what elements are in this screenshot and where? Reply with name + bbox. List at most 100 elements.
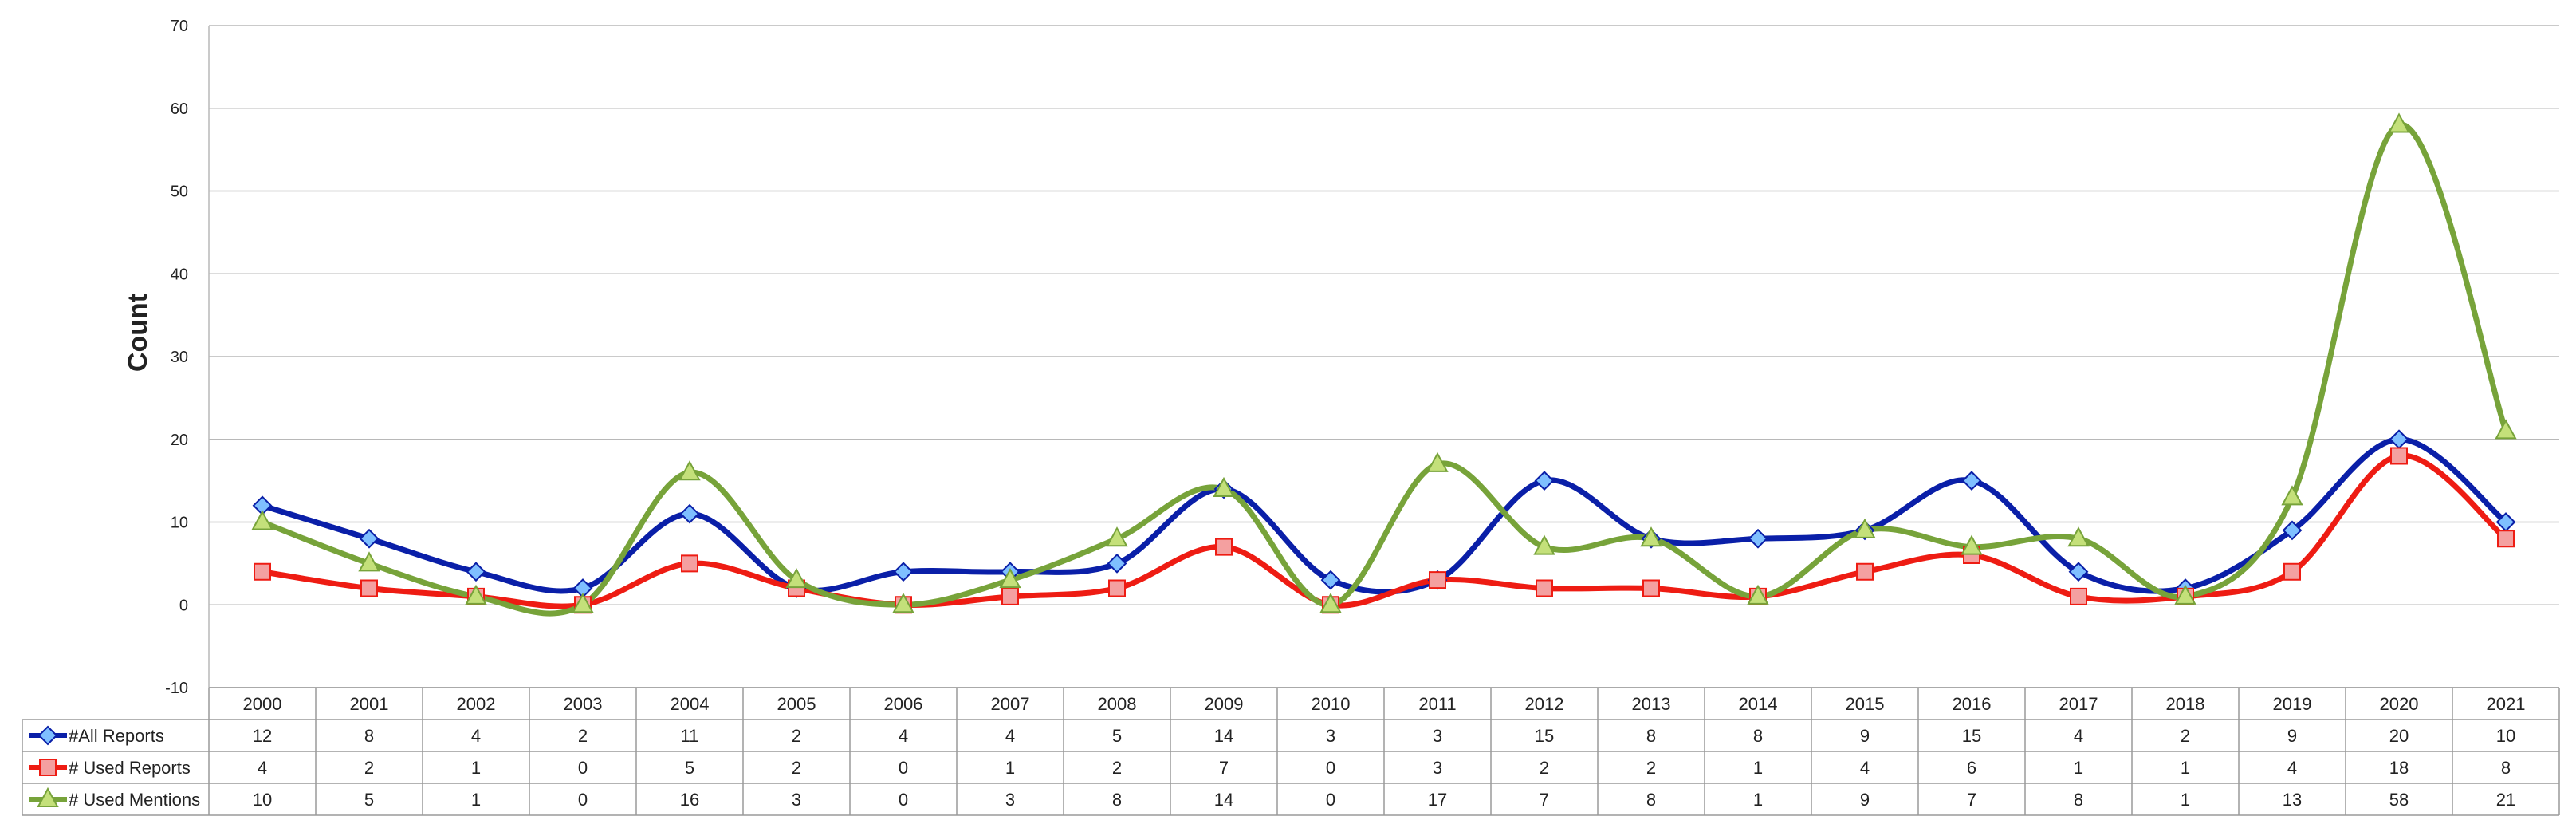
x-tick-label: 2013 (1632, 694, 1671, 714)
table-cell-used-mentions: 8 (1112, 790, 1122, 810)
table-cell-all-reports: 8 (364, 726, 374, 746)
point-all-reports (1534, 471, 1555, 491)
point-all-reports (1107, 553, 1127, 574)
table-cell-all-reports: 3 (1433, 726, 1442, 746)
point-used-mentions (1854, 518, 1876, 538)
point-used-mentions (999, 568, 1021, 589)
x-tick-label: 2001 (350, 694, 389, 714)
x-tick-label: 2003 (564, 694, 603, 714)
table-cell-used-mentions: 17 (1428, 790, 1447, 810)
table-cell-all-reports: 2 (792, 726, 801, 746)
table-cell-used-reports: 7 (1219, 758, 1229, 778)
data-table: 2000 2001 2002 2003 2004 2005 2006 2007 2008 2009… (22, 687, 2560, 816)
table-cell-used-reports: 2 (1540, 758, 1549, 778)
table-cell-all-reports: 5 (1112, 726, 1122, 746)
point-used-mentions (2495, 419, 2517, 440)
point-used-mentions (1426, 451, 1449, 472)
table-cell-used-mentions: 16 (680, 790, 699, 810)
point-all-reports (2389, 429, 2409, 450)
point-all-reports (679, 503, 700, 524)
table-cell-used-reports: 2 (1646, 758, 1656, 778)
table-cell-all-reports: 4 (471, 726, 481, 746)
point-used-mentions (2174, 584, 2196, 605)
table-cell-used-mentions: 1 (471, 790, 481, 810)
series-line-all-reports (259, 436, 2509, 595)
point-used-reports (360, 579, 378, 597)
table-cell-all-reports: 4 (1005, 726, 1015, 746)
point-all-reports (1320, 570, 1341, 590)
y-tick-label: 50 (171, 183, 188, 201)
table-cell-used-reports: 0 (899, 758, 908, 778)
point-all-reports (466, 562, 486, 582)
table-cell-used-reports: 4 (1860, 758, 1870, 778)
point-used-mentions (1213, 476, 1235, 497)
point-used-mentions (251, 510, 273, 530)
table-cell-used-reports: 0 (578, 758, 588, 778)
point-all-reports (893, 562, 914, 582)
point-used-mentions (785, 568, 808, 589)
x-tick-label: 2011 (1418, 694, 1456, 714)
y-tick-label: 60 (171, 101, 188, 118)
table-cell-used-reports: 1 (1005, 758, 1015, 778)
y-tick-label: 10 (171, 515, 188, 532)
point-all-reports (2282, 520, 2303, 541)
table-cell-used-mentions: 3 (1005, 790, 1015, 810)
table-cell-used-mentions: 5 (364, 790, 374, 810)
table-cell-all-reports: 2 (2181, 726, 2190, 746)
point-all-reports (359, 528, 380, 549)
x-tick-label: 2010 (1312, 694, 1351, 714)
x-tick-label: 2009 (1205, 694, 1244, 714)
point-used-reports (2497, 530, 2515, 548)
point-used-reports (1001, 587, 1019, 605)
table-cell-used-reports: 4 (2287, 758, 2297, 778)
x-tick-label: 2014 (1739, 694, 1778, 714)
table-cell-all-reports: 4 (899, 726, 908, 746)
legend-label-used-mentions: # Used Mentions (69, 790, 200, 810)
table-cell-used-mentions: 13 (2283, 790, 2302, 810)
point-all-reports (2068, 562, 2089, 582)
point-used-mentions (1106, 526, 1128, 547)
table-cell-used-mentions: 7 (1540, 790, 1549, 810)
y-tick-label: 40 (171, 266, 188, 283)
table-cell-used-mentions: 1 (1753, 790, 1763, 810)
table-cell-used-mentions: 10 (253, 790, 272, 810)
y-tick-label: 20 (171, 432, 188, 449)
table-cell-all-reports: 8 (1646, 726, 1656, 746)
x-tick-label: 2018 (2166, 694, 2205, 714)
legend-label-all-reports: #All Reports (69, 726, 164, 746)
point-used-reports (1856, 562, 1874, 581)
table-cell-used-mentions: 9 (1860, 790, 1870, 810)
point-used-reports (1429, 571, 1446, 589)
legend-marker-used-reports (39, 759, 57, 776)
table-cell-used-reports: 1 (2181, 758, 2190, 778)
point-used-mentions (678, 460, 701, 481)
table-cell-all-reports: 20 (2389, 726, 2409, 746)
y-tick-label: 0 (179, 597, 188, 614)
legend-marker-all-reports (37, 725, 58, 746)
point-used-mentions (2281, 485, 2303, 506)
legend-label-used-reports: # Used Reports (69, 758, 191, 778)
point-all-reports (1961, 471, 1982, 491)
point-used-mentions (2067, 526, 2090, 547)
table-cell-used-reports: 1 (2074, 758, 2083, 778)
table-cell-used-mentions: 14 (1214, 790, 1233, 810)
x-tick-label: 2002 (457, 694, 496, 714)
table-cell-all-reports: 10 (2496, 726, 2515, 746)
table-cell-used-reports: 18 (2389, 758, 2409, 778)
x-tick-label: 2007 (991, 694, 1030, 714)
point-used-reports (2283, 562, 2301, 581)
point-used-reports (254, 562, 271, 581)
series-line-used-reports (259, 452, 2509, 609)
table-cell-used-mentions: 0 (1326, 790, 1335, 810)
x-tick-label: 2017 (2059, 694, 2098, 714)
point-used-mentions (1319, 593, 1342, 613)
table-cell-all-reports: 9 (2287, 726, 2297, 746)
series-layer (259, 121, 2509, 617)
x-tick-label: 2020 (2380, 694, 2419, 714)
point-used-mentions (892, 593, 914, 613)
y-tick-label: 30 (171, 349, 188, 366)
point-used-mentions (1961, 534, 1983, 555)
table-cell-used-reports: 8 (2501, 758, 2511, 778)
point-used-reports (1536, 579, 1553, 597)
